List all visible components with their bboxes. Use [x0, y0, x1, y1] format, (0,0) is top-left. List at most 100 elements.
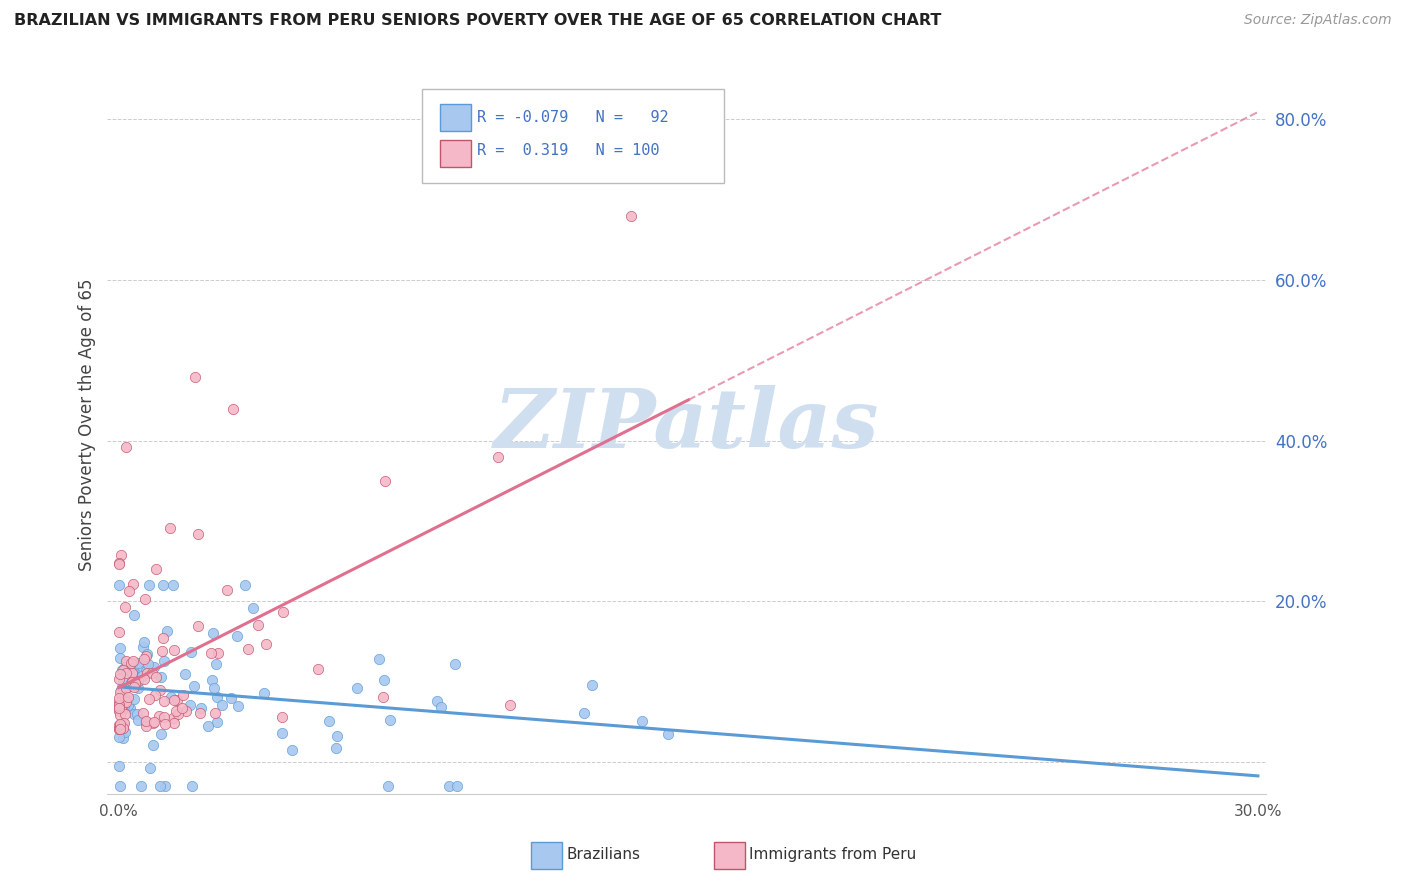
Point — [620, 209, 643, 223]
Point — [110, 683, 132, 698]
Point — [110, 702, 132, 716]
Point — [112, 674, 135, 689]
Point — [188, 706, 211, 720]
Point — [114, 707, 136, 722]
Point — [108, 719, 131, 733]
Point — [121, 666, 143, 681]
Point — [136, 657, 159, 672]
Point — [114, 665, 136, 680]
Point — [108, 694, 131, 708]
Point — [127, 673, 149, 688]
Point — [107, 578, 129, 592]
Point — [143, 714, 166, 729]
Point — [111, 703, 134, 717]
Point — [121, 654, 143, 668]
Point — [148, 709, 170, 723]
Point — [122, 673, 145, 688]
Point — [152, 693, 174, 707]
Point — [122, 706, 145, 721]
Point — [108, 722, 131, 736]
Point — [108, 701, 131, 715]
Point — [377, 779, 399, 793]
Point — [149, 683, 172, 698]
Point — [631, 714, 654, 728]
Point — [122, 577, 145, 591]
Point — [657, 726, 679, 740]
Point — [108, 704, 131, 718]
Point — [138, 578, 160, 592]
Point — [142, 715, 165, 730]
Point — [271, 709, 294, 723]
Point — [117, 698, 139, 712]
Point — [108, 667, 131, 681]
Point — [225, 629, 247, 643]
Point — [122, 668, 145, 682]
Point — [127, 714, 149, 728]
Point — [172, 701, 194, 715]
Text: R =  0.319   N = 100: R = 0.319 N = 100 — [477, 143, 659, 158]
Point — [187, 619, 209, 633]
Point — [108, 698, 131, 712]
Point — [150, 670, 173, 684]
Point — [307, 663, 329, 677]
Text: BRAZILIAN VS IMMIGRANTS FROM PERU SENIORS POVERTY OVER THE AGE OF 65 CORRELATION: BRAZILIAN VS IMMIGRANTS FROM PERU SENIOR… — [14, 13, 942, 29]
Point — [163, 692, 186, 706]
Point — [108, 672, 131, 686]
Point — [135, 649, 157, 664]
Point — [127, 681, 149, 695]
Point — [167, 707, 190, 722]
Point — [446, 779, 468, 793]
Point — [114, 681, 136, 695]
Point — [205, 690, 228, 705]
Point — [202, 681, 225, 695]
Point — [155, 779, 177, 793]
Point — [132, 640, 155, 655]
Point — [190, 700, 212, 714]
Point — [115, 441, 138, 455]
Point — [236, 642, 259, 657]
Text: ZIPatlas: ZIPatlas — [494, 384, 879, 465]
Point — [124, 676, 146, 690]
Point — [153, 654, 176, 668]
Point — [120, 675, 142, 690]
Point — [125, 707, 148, 722]
Point — [142, 739, 165, 753]
Point — [197, 719, 219, 733]
Point — [207, 715, 229, 730]
Point — [121, 666, 143, 681]
Point — [108, 556, 131, 570]
Point — [114, 600, 136, 615]
Point — [174, 667, 197, 681]
Point — [138, 692, 160, 706]
Point — [280, 743, 302, 757]
Point — [108, 779, 131, 793]
Point — [111, 663, 134, 677]
Point — [111, 693, 134, 707]
Point — [135, 714, 157, 728]
Point — [110, 701, 132, 715]
Point — [118, 583, 141, 598]
Point — [108, 723, 131, 737]
Point — [145, 562, 167, 576]
Point — [114, 724, 136, 739]
Point — [254, 637, 277, 651]
Point — [165, 705, 187, 719]
Point — [132, 673, 155, 687]
Point — [108, 640, 131, 655]
Point — [180, 645, 202, 659]
Point — [373, 690, 395, 704]
Point — [135, 719, 157, 733]
Point — [132, 652, 155, 666]
Point — [141, 665, 163, 680]
Point — [378, 713, 401, 727]
Point — [226, 698, 249, 713]
Point — [107, 722, 129, 736]
Point — [346, 681, 368, 695]
Point — [270, 725, 292, 739]
Point — [107, 718, 129, 732]
Point — [117, 690, 139, 704]
Point — [153, 716, 176, 731]
Point — [135, 664, 157, 678]
Point — [120, 656, 142, 670]
Point — [114, 695, 136, 709]
